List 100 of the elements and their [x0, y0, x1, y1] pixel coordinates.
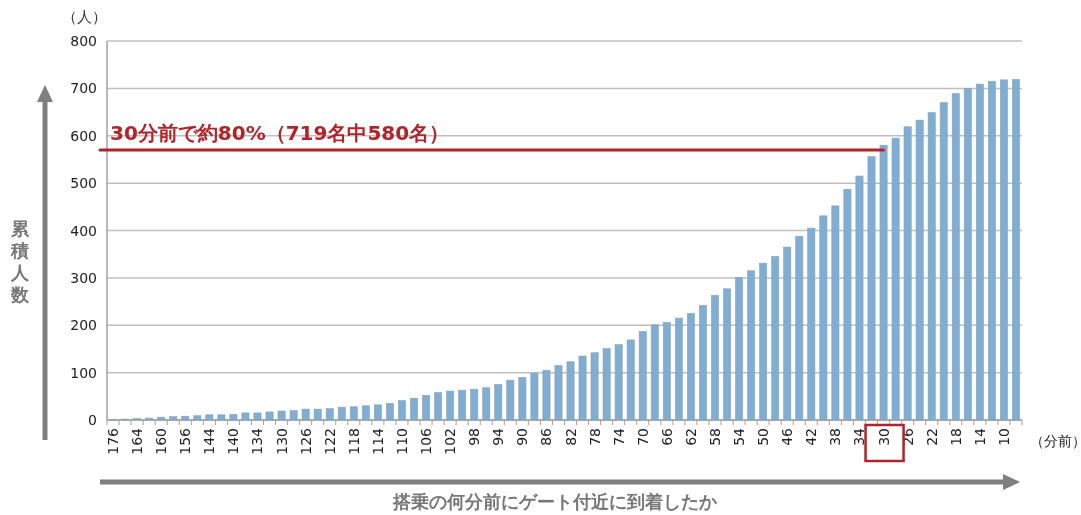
x-tick-label: 46 — [779, 427, 796, 446]
x-tick-label: 122 — [321, 428, 338, 455]
y-tick-label: 100 — [70, 364, 97, 381]
x-tick-label: 110 — [393, 428, 410, 455]
bar — [229, 414, 238, 421]
x-tick-label: 82 — [562, 428, 579, 446]
x-tick-label: 86 — [538, 427, 555, 446]
x-tick-label: 38 — [827, 428, 844, 446]
bar — [169, 416, 178, 421]
bar — [963, 88, 972, 421]
x-tick-label: 102 — [442, 428, 459, 455]
bar — [891, 137, 900, 421]
bar — [181, 415, 190, 421]
x-tick-label: 90 — [514, 428, 531, 446]
x-tick-label: 118 — [345, 428, 362, 455]
bar — [903, 126, 912, 421]
text: （人） — [62, 8, 107, 26]
bar — [975, 83, 984, 421]
bar — [470, 388, 479, 421]
x-tick-label: 22 — [923, 428, 940, 446]
bar — [349, 406, 358, 421]
x-tick-label: 58 — [706, 428, 723, 446]
y-tick-label: 500 — [70, 175, 97, 192]
bar — [783, 246, 792, 421]
x-tick-label: 62 — [682, 428, 699, 446]
bar — [277, 410, 286, 421]
x-tick-label: 98 — [466, 428, 483, 446]
y-tick-label: 600 — [70, 127, 97, 144]
bar — [446, 390, 455, 421]
bar — [410, 397, 418, 421]
y-tick-label: 400 — [70, 222, 97, 239]
bar — [337, 406, 346, 421]
bar — [855, 175, 864, 421]
bar — [662, 322, 671, 421]
bar — [723, 288, 731, 421]
x-tick-label: 94 — [490, 427, 507, 446]
x-axis-title: 搭乗の何分前にゲート付近に到着したか — [392, 491, 718, 512]
bar — [313, 408, 322, 421]
bar — [831, 205, 840, 421]
bar — [711, 295, 719, 421]
bar — [687, 313, 695, 421]
x-tick-label: 176 — [105, 427, 122, 455]
x-tick-label: 130 — [273, 428, 290, 455]
x-tick-label: 106 — [418, 427, 435, 455]
bar — [398, 400, 406, 421]
bar — [987, 80, 996, 421]
x-tick-label: 126 — [297, 427, 314, 455]
bar — [554, 365, 563, 421]
bar — [494, 384, 503, 421]
y-tick-label: 300 — [70, 269, 97, 286]
bar — [602, 348, 611, 421]
x-tick-label: 54 — [731, 427, 748, 446]
bar — [373, 404, 382, 421]
bar — [265, 411, 274, 421]
x-tick-label: 10 — [995, 428, 1012, 446]
bar — [674, 317, 683, 421]
bar — [217, 414, 226, 421]
x-tick-label: 78 — [586, 428, 603, 446]
bar — [1000, 79, 1008, 421]
x-tick-label: 134 — [249, 427, 266, 455]
bar — [506, 379, 515, 421]
bar — [542, 369, 551, 421]
bar — [289, 410, 298, 421]
x-tick-label: 50 — [755, 428, 772, 446]
bar — [361, 405, 370, 421]
bar — [157, 416, 166, 421]
bar — [434, 392, 442, 421]
bar — [518, 377, 527, 421]
bar — [927, 112, 936, 421]
bar — [759, 262, 768, 421]
y-tick-label: 800 — [70, 33, 97, 49]
bar — [699, 305, 707, 421]
bar — [638, 331, 647, 421]
bar — [590, 352, 599, 421]
annotation: 30分前で約80%（719名中580名） — [110, 120, 450, 145]
bar — [939, 102, 948, 421]
bar — [735, 277, 743, 421]
y-axis-title: 累積人数 — [10, 218, 30, 305]
bar — [386, 403, 394, 421]
bar — [301, 408, 310, 421]
bar — [530, 372, 539, 421]
bar — [325, 408, 334, 421]
y-tick-label: 700 — [70, 80, 97, 97]
y-tick-label: 0 — [88, 412, 97, 428]
x-tick-label: 42 — [803, 428, 820, 446]
x-tick-label: 14 — [971, 427, 988, 446]
x-tick-label: 140 — [225, 428, 242, 455]
x-tick-label: 30 — [875, 428, 892, 446]
x-tick-label: 66 — [658, 427, 675, 446]
bar — [807, 227, 816, 421]
bar — [1012, 79, 1020, 421]
x-tick-label: 74 — [610, 427, 627, 446]
bar — [578, 355, 587, 421]
bar — [650, 324, 659, 421]
bar — [843, 188, 852, 421]
x-tick-label: 160 — [153, 428, 170, 455]
bar — [458, 389, 467, 421]
bar — [819, 215, 828, 421]
x-tick-label: 34 — [851, 427, 868, 446]
bar — [747, 270, 756, 421]
